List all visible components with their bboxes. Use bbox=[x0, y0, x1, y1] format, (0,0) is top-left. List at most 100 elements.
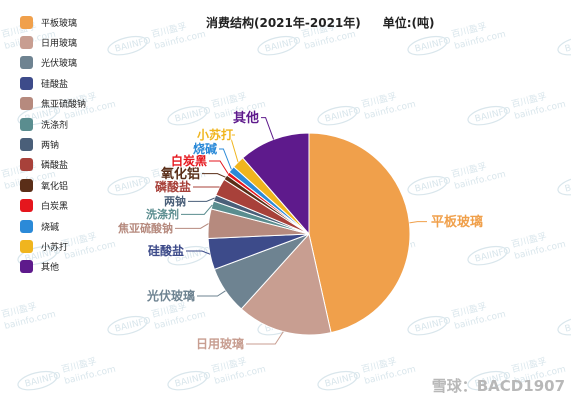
legend-item: 光伏玻璃 bbox=[20, 53, 86, 73]
slice-leader-line bbox=[261, 117, 275, 140]
watermark-badge bbox=[467, 245, 508, 266]
slice-leader-line bbox=[229, 134, 239, 163]
watermark-badge bbox=[257, 35, 298, 56]
watermark-badge bbox=[407, 175, 448, 196]
slice-label: 磷酸盐 bbox=[155, 179, 191, 194]
legend-swatch bbox=[20, 239, 33, 253]
legend-swatch bbox=[20, 97, 33, 111]
slice-label: 光伏玻璃 bbox=[146, 288, 195, 303]
watermark-badge bbox=[107, 315, 148, 336]
watermark-badge bbox=[17, 105, 58, 126]
legend-item: 白炭黑 bbox=[20, 196, 86, 216]
slice-label: 焦亚硫酸钠 bbox=[117, 221, 173, 235]
legend-item: 氧化铝 bbox=[20, 175, 86, 195]
legend-item: 磷酸盐 bbox=[20, 155, 86, 175]
legend-label: 硅酸盐 bbox=[41, 79, 69, 90]
legend-label: 小苏打 bbox=[41, 242, 69, 253]
watermark-badge bbox=[557, 35, 571, 56]
legend-swatch bbox=[20, 76, 33, 90]
watermark-badge bbox=[407, 315, 448, 336]
watermark-badge bbox=[167, 370, 208, 391]
legend-item: 小苏打 bbox=[20, 236, 86, 256]
slice-label: 其他 bbox=[233, 110, 259, 126]
xueqiu-watermark: 雪球：BACD1907 bbox=[432, 375, 565, 396]
legend-item: 平板玻璃 bbox=[20, 12, 86, 32]
legend-label: 两钠 bbox=[41, 141, 60, 152]
legend-swatch bbox=[20, 138, 33, 152]
chart-legend: 平板玻璃日用玻璃光伏玻璃硅酸盐焦亚硫酸钠洗涤剂两钠磷酸盐氧化铝白炭黑烧碱小苏打其… bbox=[20, 12, 86, 277]
legend-item: 烧碱 bbox=[20, 216, 86, 236]
legend-item: 两钠 bbox=[20, 134, 86, 154]
slice-leader-line bbox=[409, 221, 427, 224]
legend-label: 焦亚硫酸钠 bbox=[41, 100, 87, 111]
slice-label: 白炭黑 bbox=[171, 153, 207, 168]
watermark-badge-text: BAIINFO bbox=[564, 36, 571, 55]
watermark-badge bbox=[167, 105, 208, 126]
watermark-badge bbox=[17, 370, 58, 391]
slice-label: 洗涤剂 bbox=[146, 207, 179, 221]
slice-leader-line bbox=[209, 160, 229, 174]
slice-label: 日用玻璃 bbox=[196, 336, 244, 351]
watermark-badge bbox=[407, 35, 448, 56]
slice-label: 氧化铝 bbox=[160, 166, 200, 182]
legend-label: 其他 bbox=[41, 263, 60, 274]
legend-label: 白炭黑 bbox=[41, 202, 69, 213]
legend-swatch bbox=[20, 36, 33, 50]
legend-label: 平板玻璃 bbox=[41, 18, 78, 29]
slice-leader-line bbox=[246, 331, 284, 345]
slice-label: 平板玻璃 bbox=[431, 214, 483, 230]
watermark-badge bbox=[107, 35, 148, 56]
slice-leader-line bbox=[188, 197, 215, 202]
watermark-badge-text: BAIINFO bbox=[564, 316, 571, 335]
watermark-badge bbox=[557, 315, 571, 336]
legend-label: 光伏玻璃 bbox=[41, 59, 78, 70]
slice-label: 硅酸盐 bbox=[148, 243, 184, 258]
legend-swatch bbox=[20, 15, 33, 29]
legend-item: 日用玻璃 bbox=[20, 32, 86, 52]
slice-leader-line bbox=[186, 250, 211, 255]
watermark-badge-text: BAIINFO bbox=[0, 36, 2, 55]
pie-slice bbox=[241, 132, 310, 236]
slice-leader-line bbox=[219, 148, 232, 170]
watermark-badge bbox=[17, 245, 58, 266]
watermark-badge bbox=[167, 245, 208, 266]
legend-item: 洗涤剂 bbox=[20, 114, 86, 134]
slice-leader-line bbox=[175, 223, 209, 229]
legend-label: 烧碱 bbox=[41, 222, 60, 233]
watermark-badge bbox=[317, 370, 358, 391]
legend-label: 磷酸盐 bbox=[41, 161, 69, 172]
legend-swatch bbox=[20, 219, 33, 233]
watermark-badge bbox=[467, 105, 508, 126]
legend-label: 洗涤剂 bbox=[41, 120, 69, 131]
watermark-badge bbox=[317, 105, 358, 126]
legend-label: 氧化铝 bbox=[41, 181, 69, 192]
legend-swatch bbox=[20, 158, 33, 172]
slice-leader-line bbox=[197, 290, 226, 297]
watermark-badge bbox=[107, 175, 148, 196]
watermark-badge bbox=[557, 175, 571, 196]
legend-swatch bbox=[20, 199, 33, 213]
watermark-badge-text: BAIINFO bbox=[0, 316, 2, 335]
slice-label: 烧碱 bbox=[193, 141, 217, 156]
legend-item: 其他 bbox=[20, 257, 86, 277]
watermark-badge-text: BAIINFO bbox=[0, 176, 2, 195]
chart-header: 消费结构(2021年-2021年) 单位:(吨) bbox=[0, 14, 571, 34]
legend-swatch bbox=[20, 260, 33, 274]
legend-label: 日用玻璃 bbox=[41, 39, 78, 50]
watermark-badge-text: BAIINFO bbox=[564, 176, 571, 195]
watermark-text: 雪球：BACD1907 bbox=[431, 377, 565, 395]
slice-leader-line bbox=[181, 204, 213, 215]
legend-swatch bbox=[20, 117, 33, 131]
chart-title: 消费结构(2021年-2021年) bbox=[206, 16, 361, 30]
watermark-badge bbox=[467, 370, 508, 391]
legend-item: 焦亚硫酸钠 bbox=[20, 94, 86, 114]
slice-label: 小苏打 bbox=[197, 127, 233, 142]
slice-leader-line bbox=[202, 173, 226, 178]
legend-item: 硅酸盐 bbox=[20, 73, 86, 93]
legend-swatch bbox=[20, 56, 33, 70]
